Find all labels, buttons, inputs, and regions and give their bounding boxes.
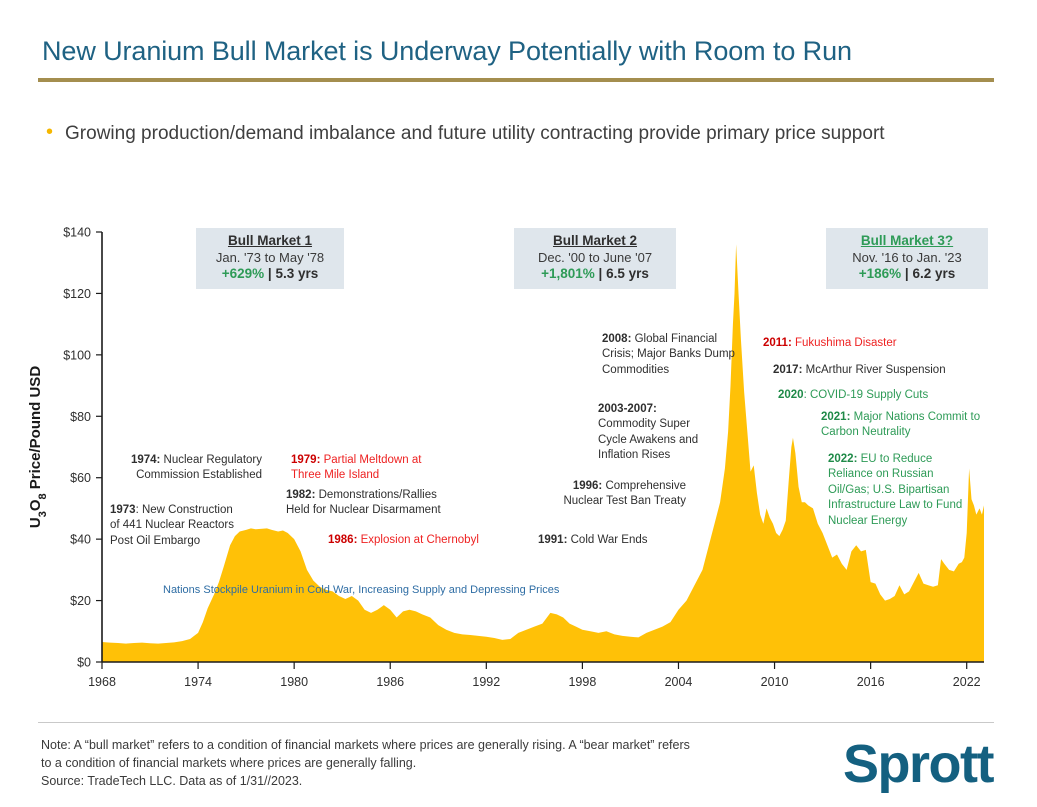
title-divider <box>38 78 994 82</box>
bull-market-2-callout: Bull Market 2 Dec. '00 to June '07 +1,80… <box>514 228 676 289</box>
footer-divider <box>38 722 994 723</box>
x-tick-label: 1980 <box>280 675 308 689</box>
x-tick-label: 1986 <box>376 675 404 689</box>
y-tick-label: $20 <box>70 594 91 608</box>
bull-market-1-callout: Bull Market 1 Jan. '73 to May '78 +629% … <box>196 228 344 289</box>
annotation-2003-2007: 2003-2007: Commodity Super Cycle Awakens… <box>598 402 699 461</box>
annotation-2022: 2022: EU to Reduce Reliance on Russian O… <box>828 452 963 527</box>
annotation-1973: 1973: New Construction of 441 Nuclear Re… <box>110 503 235 547</box>
x-tick-label: 1992 <box>472 675 500 689</box>
annotation-1979: 1979: Partial Meltdown at Three Mile Isl… <box>291 453 422 482</box>
x-tick-label: 1968 <box>88 675 116 689</box>
x-tick-label: 1974 <box>184 675 212 689</box>
annotation-1991: 1991: Cold War Ends <box>538 533 648 546</box>
x-tick-label: 2016 <box>857 675 885 689</box>
bull-market-1-range: Jan. '73 to May '78 <box>215 250 325 265</box>
bull-market-1-stats: +629% | 5.3 yrs <box>221 266 319 281</box>
annotation-cold-war-stockpile: Nations Stockpile Uranium in Cold War, I… <box>163 584 560 596</box>
bull-market-3-callout: Bull Market 3? Nov. '16 to Jan. '23 +186… <box>826 228 988 289</box>
y-tick-label: $0 <box>77 656 91 670</box>
annotation-2017: 2017: McArthur River Suspension <box>773 363 946 376</box>
annotation-2020: 2020: COVID-19 Supply Cuts <box>778 388 929 401</box>
y-tick-label: $60 <box>70 471 91 485</box>
y-tick-label: $120 <box>63 287 91 301</box>
annotation-1996: 1996: Comprehensive Nuclear Test Ban Tre… <box>563 479 686 508</box>
chart-svg: $0$20$40$60$80$100$120$140 1968 1974 1980 1… <box>27 226 984 689</box>
y-tick-label: $80 <box>70 410 91 424</box>
bull-market-3-range: Nov. '16 to Jan. '23 <box>852 250 962 265</box>
bullet-row: • Growing production/demand imbalance an… <box>46 120 976 148</box>
x-axis-ticks: 1968 1974 1980 1986 1992 1998 2004 2010 2016 2022 <box>88 662 981 689</box>
bull-market-2-stats: +1,801% | 6.5 yrs <box>541 266 649 281</box>
page-title: New Uranium Bull Market is Underway Pote… <box>42 36 852 66</box>
bull-market-1-title: Bull Market 1 <box>227 233 313 248</box>
x-tick-label: 2010 <box>761 675 789 689</box>
uranium-price-chart: $0 $20 $40 $60 $80 $100 $120 $140 1968 1974 1980 1… <box>0 215 1037 705</box>
x-tick-label: 2022 <box>953 675 981 689</box>
bullet-marker-icon: • <box>46 121 54 143</box>
y-axis-ticks: $0 $20 $40 $60 $80 $100 $120 $140 <box>63 226 102 670</box>
y-axis-title: U3O8 Price/Pound USD <box>27 366 49 528</box>
sprott-logo: Sprott <box>843 734 994 794</box>
x-tick-label: 2004 <box>665 675 693 689</box>
annotation-2021: 2021: Major Nations Commit to Carbon Neu… <box>821 410 981 439</box>
y-tick-label: $40 <box>70 533 91 547</box>
annotation-1986: 1986: Explosion at Chernobyl <box>328 533 479 546</box>
y-tick-label: $140 <box>63 226 91 240</box>
annotation-1974: 1974: Nuclear Regulatory Commission Esta… <box>130 453 262 482</box>
svg-text:U3O8 Price/Pound USD: U3O8 Price/Pound USD <box>27 366 49 528</box>
footnote-text: Note: A “bull market” refers to a condit… <box>41 738 690 788</box>
annotation-1982: 1982: Demonstrations/Rallies Held for Nu… <box>286 488 441 517</box>
bull-market-3-title: Bull Market 3? <box>860 233 954 248</box>
bull-market-2-range: Dec. '00 to June '07 <box>537 250 653 265</box>
y-tick-label: $100 <box>63 348 91 362</box>
bullet-text: Growing production/demand imbalance and … <box>65 123 885 144</box>
annotation-2008: 2008: Global Financial Crisis; Major Ban… <box>602 332 735 376</box>
x-tick-label: 1998 <box>568 675 596 689</box>
bull-market-3-stats: +186% | 6.2 yrs <box>858 266 956 281</box>
annotation-2011: 2011: Fukushima Disaster <box>763 336 897 349</box>
price-area-series <box>102 244 984 662</box>
bull-market-2-title: Bull Market 2 <box>552 233 638 248</box>
